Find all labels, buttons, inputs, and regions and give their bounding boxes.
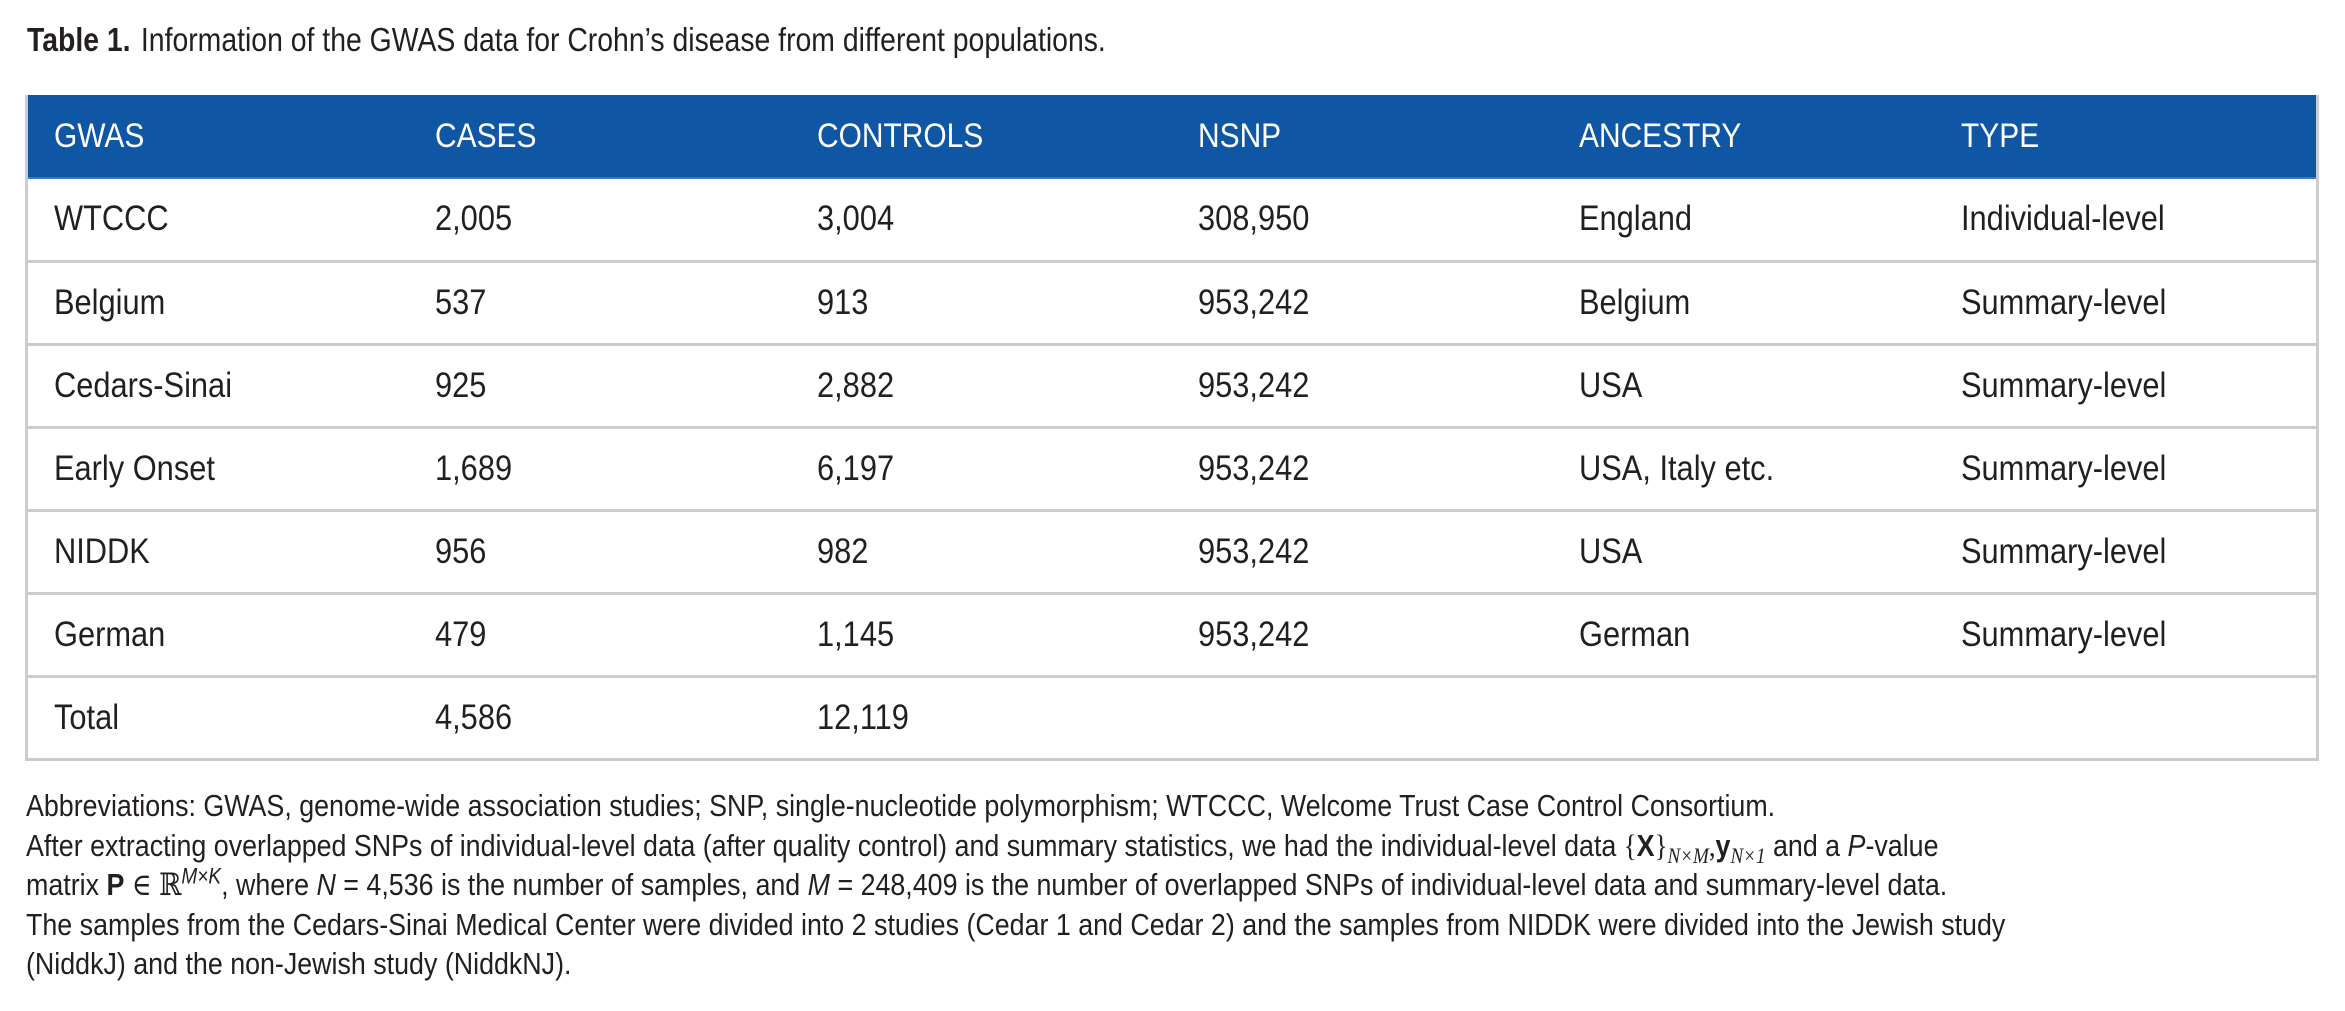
- column-header-cases: CASES: [409, 95, 791, 179]
- table-header-row: GWAS CASES CONTROLS NSNP ANCESTRY TYPE: [28, 95, 2316, 179]
- cell-controls: 6,197: [816, 448, 894, 488]
- cell-gwas: Total: [54, 697, 120, 737]
- cell-nsnp: 953,242: [1197, 365, 1310, 405]
- cell-ancestry: [1553, 676, 1934, 759]
- abbreviations-note: Abbreviations: GWAS, genome-wide associa…: [26, 788, 1776, 823]
- cell-controls: 2,882: [816, 365, 894, 405]
- cell-controls: 3,004: [816, 199, 894, 239]
- column-header-type: TYPE: [1934, 95, 2316, 179]
- cell-nsnp: 953,242: [1197, 448, 1310, 488]
- cell-gwas: Early Onset: [54, 448, 215, 488]
- table-label: Table 1.: [27, 21, 131, 58]
- cell-nsnp: 308,950: [1197, 199, 1310, 239]
- cell-nsnp: 953,242: [1197, 282, 1310, 322]
- cell-controls: 12,119: [816, 697, 909, 737]
- table-row: German 479 1,145 953,242 German Summary-level: [28, 593, 2316, 676]
- table-row: WTCCC 2,005 3,004 308,950 England Individual-…: [28, 178, 2316, 261]
- column-header-controls: CONTROLS: [790, 95, 1172, 179]
- method-note-line-1: After extracting overlapped SNPs of indi…: [26, 827, 1939, 868]
- gwas-table-container: GWAS CASES CONTROLS NSNP ANCESTRY TYPE W…: [25, 95, 2319, 761]
- cell-ancestry: USA: [1579, 365, 1643, 405]
- cell-cases: 956: [435, 531, 487, 571]
- cell-type: Summary-level: [1960, 448, 2167, 488]
- math-n-value: N = 4,536: [316, 867, 434, 902]
- cell-nsnp: 953,242: [1197, 614, 1310, 654]
- cell-ancestry: Belgium: [1579, 282, 1691, 322]
- cell-nsnp: 953,242: [1197, 531, 1310, 571]
- cell-gwas: WTCCC: [54, 199, 169, 239]
- math-m-value: M = 248,409: [807, 867, 958, 902]
- cell-gwas: NIDDK: [54, 531, 150, 571]
- cell-cases: 2,005: [435, 199, 513, 239]
- cell-nsnp: [1172, 676, 1553, 759]
- cell-ancestry: USA, Italy etc.: [1579, 448, 1775, 488]
- cell-type: [1935, 676, 2316, 759]
- cell-cases: 4,586: [435, 697, 513, 737]
- math-p-matrix: P ∈ ℝM×K: [106, 863, 222, 903]
- table-row: Total 4,586 12,119: [28, 676, 2316, 759]
- cell-ancestry: England: [1579, 199, 1693, 239]
- cell-gwas: Cedars-Sinai: [54, 365, 233, 405]
- table-row: Cedars-Sinai 925 2,882 953,242 USA Summary-le…: [28, 344, 2316, 427]
- cell-type: Summary-level: [1960, 531, 2167, 571]
- samples-note-line-2: (NiddkJ) and the non-Jewish study (Niddk…: [26, 946, 572, 981]
- cell-controls: 982: [816, 531, 869, 571]
- cell-type: Summary-level: [1960, 614, 2167, 654]
- gwas-table: GWAS CASES CONTROLS NSNP ANCESTRY TYPE W…: [28, 95, 2316, 761]
- cell-gwas: German: [54, 614, 166, 654]
- cell-type: Summary-level: [1960, 365, 2167, 405]
- table-caption: Table 1. Information of the GWAS data for…: [27, 18, 1106, 62]
- cell-cases: 925: [435, 365, 487, 405]
- cell-ancestry: USA: [1579, 531, 1643, 571]
- column-header-ancestry: ANCESTRY: [1553, 95, 1935, 179]
- table-title: Information of the GWAS data for Crohn’s…: [140, 21, 1106, 58]
- method-note-line-2: matrix P ∈ ℝM×K, where N = 4,536 is the …: [26, 863, 1948, 903]
- table-row: Early Onset 1,689 6,197 953,242 USA, Italy e…: [28, 427, 2316, 510]
- column-header-nsnp: NSNP: [1171, 95, 1554, 179]
- table-row: NIDDK 956 982 953,242 USA Summary-level: [28, 510, 2316, 593]
- table-body: WTCCC 2,005 3,004 308,950 England Individual-…: [28, 178, 2316, 759]
- column-header-gwas: GWAS: [28, 95, 410, 179]
- cell-type: Summary-level: [1960, 282, 2167, 322]
- cell-type: Individual-level: [1960, 199, 2165, 239]
- cell-gwas: Belgium: [54, 282, 166, 322]
- math-individual-data: {X}N×M,yN×1: [1623, 827, 1766, 868]
- samples-note-line-1: The samples from the Cedars-Sinai Medica…: [26, 906, 2006, 942]
- cell-cases: 479: [435, 614, 487, 654]
- table-row: Belgium 537 913 953,242 Belgium Summary-level: [28, 261, 2316, 344]
- cell-cases: 537: [435, 282, 487, 322]
- cell-controls: 913: [816, 282, 869, 322]
- cell-controls: 1,145: [816, 614, 894, 654]
- table-footnotes: Abbreviations: GWAS, genome-wide associa…: [26, 786, 2275, 984]
- cell-ancestry: German: [1579, 614, 1691, 654]
- cell-cases: 1,689: [435, 448, 513, 488]
